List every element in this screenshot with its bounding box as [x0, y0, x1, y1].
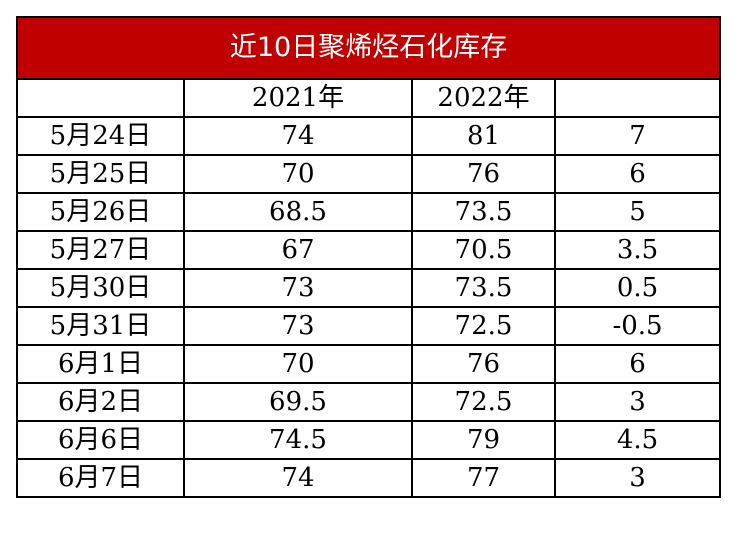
- date-cell: 5月24日: [16, 116, 185, 156]
- value-2021-cell: 73: [183, 268, 413, 308]
- table-row: 5月25日 70 76 6: [16, 154, 722, 194]
- diff-cell: 6: [553, 154, 722, 194]
- table-row: 6月2日 69.5 72.5 3: [16, 382, 722, 422]
- value-2022-cell: 76: [411, 154, 556, 194]
- header-row: 2021年 2022年: [16, 78, 722, 118]
- diff-cell: 5: [553, 192, 722, 232]
- value-2021-cell: 69.5: [183, 382, 413, 422]
- date-cell: 6月2日: [16, 382, 185, 422]
- date-cell: 5月31日: [16, 306, 185, 346]
- table-row: 5月24日 74 81 7: [16, 116, 722, 156]
- diff-cell: 3: [553, 382, 722, 422]
- value-2021-cell: 67: [183, 230, 413, 270]
- header-cell-2021: 2021年: [183, 78, 413, 118]
- diff-cell: 3.5: [553, 230, 722, 270]
- table-row: 5月30日 73 73.5 0.5: [16, 268, 722, 308]
- value-2022-cell: 72.5: [411, 382, 556, 422]
- header-cell-2022: 2022年: [411, 78, 556, 118]
- value-2022-cell: 73.5: [411, 268, 556, 308]
- value-2021-cell: 74: [183, 458, 413, 498]
- value-2022-cell: 79: [411, 420, 556, 460]
- value-2021-cell: 74: [183, 116, 413, 156]
- diff-cell: 7: [553, 116, 722, 156]
- diff-cell: 4.5: [553, 420, 722, 460]
- diff-cell: 3: [553, 458, 722, 498]
- table-row: 5月26日 68.5 73.5 5: [16, 192, 722, 232]
- date-cell: 6月6日: [16, 420, 185, 460]
- inventory-table: 近10日聚烯烃石化库存 2021年 2022年 5月24日 74 81 7 5月…: [15, 16, 722, 498]
- value-2022-cell: 76: [411, 344, 556, 384]
- table-row: 6月7日 74 77 3: [16, 458, 722, 498]
- value-2021-cell: 73: [183, 306, 413, 346]
- table-row: 6月1日 70 76 6: [16, 344, 722, 384]
- table-row: 6月6日 74.5 79 4.5: [16, 420, 722, 460]
- date-cell: 5月30日: [16, 268, 185, 308]
- value-2022-cell: 72.5: [411, 306, 556, 346]
- date-cell: 5月25日: [16, 154, 185, 194]
- value-2021-cell: 70: [183, 154, 413, 194]
- value-2022-cell: 77: [411, 458, 556, 498]
- date-cell: 6月1日: [16, 344, 185, 384]
- value-2021-cell: 70: [183, 344, 413, 384]
- header-cell-date: [16, 78, 185, 118]
- table-title: 近10日聚烯烃石化库存: [15, 16, 722, 80]
- value-2022-cell: 70.5: [411, 230, 556, 270]
- diff-cell: 0.5: [553, 268, 722, 308]
- header-cell-diff: [553, 78, 722, 118]
- value-2022-cell: 73.5: [411, 192, 556, 232]
- diff-cell: 6: [553, 344, 722, 384]
- value-2021-cell: 74.5: [183, 420, 413, 460]
- date-cell: 5月26日: [16, 192, 185, 232]
- value-2022-cell: 81: [411, 116, 556, 156]
- diff-cell: -0.5: [553, 306, 722, 346]
- table-row: 5月31日 73 72.5 -0.5: [16, 306, 722, 346]
- date-cell: 6月7日: [16, 458, 185, 498]
- value-2021-cell: 68.5: [183, 192, 413, 232]
- date-cell: 5月27日: [16, 230, 185, 270]
- table-row: 5月27日 67 70.5 3.5: [16, 230, 722, 270]
